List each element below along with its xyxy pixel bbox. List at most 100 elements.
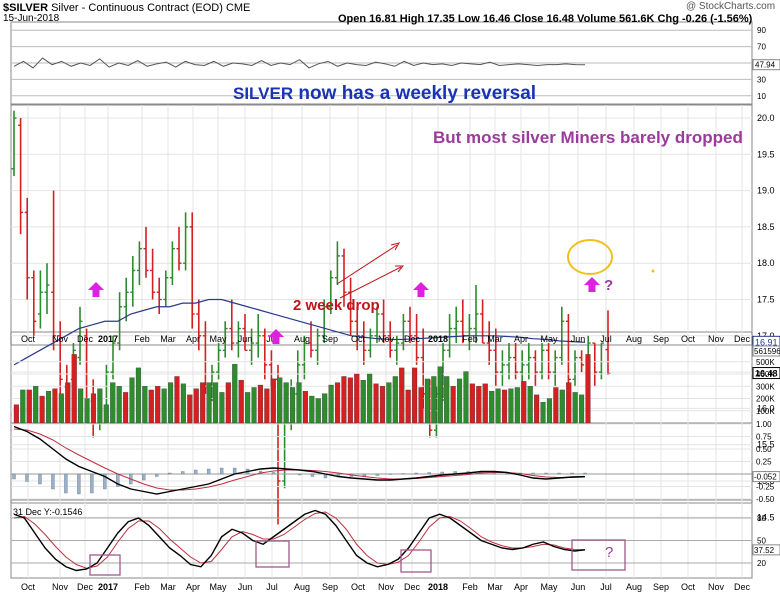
miners-annotation: But most silver Miners barely dropped — [433, 128, 743, 147]
price-x-label: Oct — [681, 334, 696, 344]
stoch-last-value-box — [752, 544, 780, 556]
stoch-x-label: Dec — [734, 582, 751, 592]
volume-tick-label: 500K — [756, 358, 775, 367]
price-tick-label: 14.5 — [757, 512, 775, 522]
ohlc-bar — [169, 241, 175, 285]
macd-histogram-bar — [310, 473, 315, 477]
stoch-x-label: Jun — [571, 582, 586, 592]
volume-bar — [219, 392, 225, 424]
price-x-label: Aug — [294, 334, 310, 344]
price-x-label: Mar — [160, 334, 176, 344]
volume-bar — [129, 377, 135, 424]
chart-annotation-marks — [88, 239, 655, 576]
title-symbol: SILVER — [233, 84, 294, 103]
instrument-name: Silver - Continuous Contract (EOD) — [51, 2, 223, 14]
ohlc-bar — [414, 314, 420, 365]
osc-tick-label: 30 — [757, 75, 766, 84]
stoch-last-value: 37.52 — [754, 546, 775, 555]
stoch-highlight-box — [571, 539, 626, 571]
volume-bar — [418, 387, 424, 424]
macd-tick-label: 0.50 — [756, 445, 772, 454]
ohlc-bar — [183, 212, 189, 271]
volume-bar — [469, 383, 475, 424]
macd-histogram-bar — [193, 469, 198, 475]
ohlc-bar — [592, 342, 598, 387]
ohlc-bar — [447, 314, 453, 358]
volume-bar — [373, 383, 379, 424]
ohlc-bar — [598, 342, 604, 380]
volume-bar — [142, 386, 148, 424]
volume-bar — [501, 389, 508, 424]
ohlc-bar — [51, 190, 57, 351]
price-x-label: Dec — [734, 334, 751, 344]
ohlc-bar — [31, 270, 37, 336]
volume-bar — [264, 388, 270, 424]
stoch-tick-label: 80 — [757, 514, 766, 523]
volume-bar — [354, 373, 360, 424]
volume-panel: 500K 400K 300K 200K 100K 561596 — [11, 345, 780, 424]
ohlc-bar — [110, 335, 116, 380]
ohlc-bar — [499, 350, 505, 387]
volume-bar — [482, 383, 488, 424]
price-x-label: 2018 — [428, 334, 448, 344]
ohlc-bar — [235, 321, 241, 358]
volume-bar — [39, 395, 45, 424]
price-tick-label: 19.0 — [757, 186, 775, 196]
price-x-label: Jun — [571, 334, 586, 344]
macd-histogram-bar — [388, 473, 393, 475]
volume-bar — [444, 376, 450, 424]
stoch-x-label: Feb — [134, 582, 150, 592]
volume-bar — [148, 389, 154, 424]
question-mark-price: ? — [604, 277, 614, 294]
price-x-label: Nov — [52, 334, 69, 344]
volume-bar — [347, 377, 353, 424]
volume-bar — [412, 367, 418, 424]
macd-histogram-bar — [401, 473, 406, 475]
volume-bar — [232, 364, 238, 424]
volume-bar — [579, 394, 585, 424]
volume-bar — [193, 388, 199, 424]
volume-bar — [559, 389, 565, 424]
volume-bar — [155, 386, 161, 424]
volume-bar — [45, 390, 52, 424]
small-dot — [651, 269, 655, 273]
volume-bar — [78, 388, 84, 424]
ohlc-bar — [519, 350, 525, 387]
price-x-label: Feb — [134, 334, 150, 344]
volume-bar — [238, 379, 244, 424]
ohlc-bar — [321, 299, 327, 344]
panel-border-1 — [10, 104, 753, 333]
price-x-label: Oct — [21, 334, 36, 344]
volume-bar — [424, 378, 430, 424]
volume-bar — [174, 376, 180, 424]
volume-bar — [392, 376, 398, 424]
macd-histogram-bar — [557, 472, 561, 475]
volume-bar — [290, 387, 296, 424]
ohlc-bar — [222, 321, 228, 358]
trend-arrowhead-upper — [390, 242, 401, 251]
macd-histogram-bar — [570, 472, 574, 475]
stoch-x-label: Mar — [160, 582, 176, 592]
ohlc-bar — [189, 212, 195, 329]
macd-histogram-bar — [219, 467, 224, 475]
close-value-box — [752, 367, 780, 380]
stoch-x-label: Apr — [186, 582, 200, 592]
price-x-label: Jul — [600, 334, 612, 344]
ohlc-bar — [526, 343, 532, 380]
ohlc-bar — [301, 335, 307, 380]
volume-bar — [450, 386, 456, 424]
price-tick-label: 19.5 — [757, 149, 775, 159]
stoch-x-label: May — [209, 582, 227, 592]
price-x-label: Mar — [487, 334, 503, 344]
stochastic-panel: 80 50 20 37.52 Oct Nov Dec 2017 Feb Mar Apr May Jun J… — [11, 509, 780, 592]
volume-bar — [514, 387, 520, 424]
volume-bar — [360, 379, 366, 424]
ohlc-bar — [341, 248, 347, 307]
price-x-label: Apr — [514, 334, 528, 344]
price-x-label: Dec — [404, 334, 421, 344]
volume-tick-label: 400K — [756, 370, 775, 379]
osc-last-value: 47.94 — [755, 61, 776, 70]
ohlc-bar — [308, 321, 314, 358]
trend-line-lower — [339, 266, 402, 299]
ohlc-bar — [513, 343, 519, 380]
